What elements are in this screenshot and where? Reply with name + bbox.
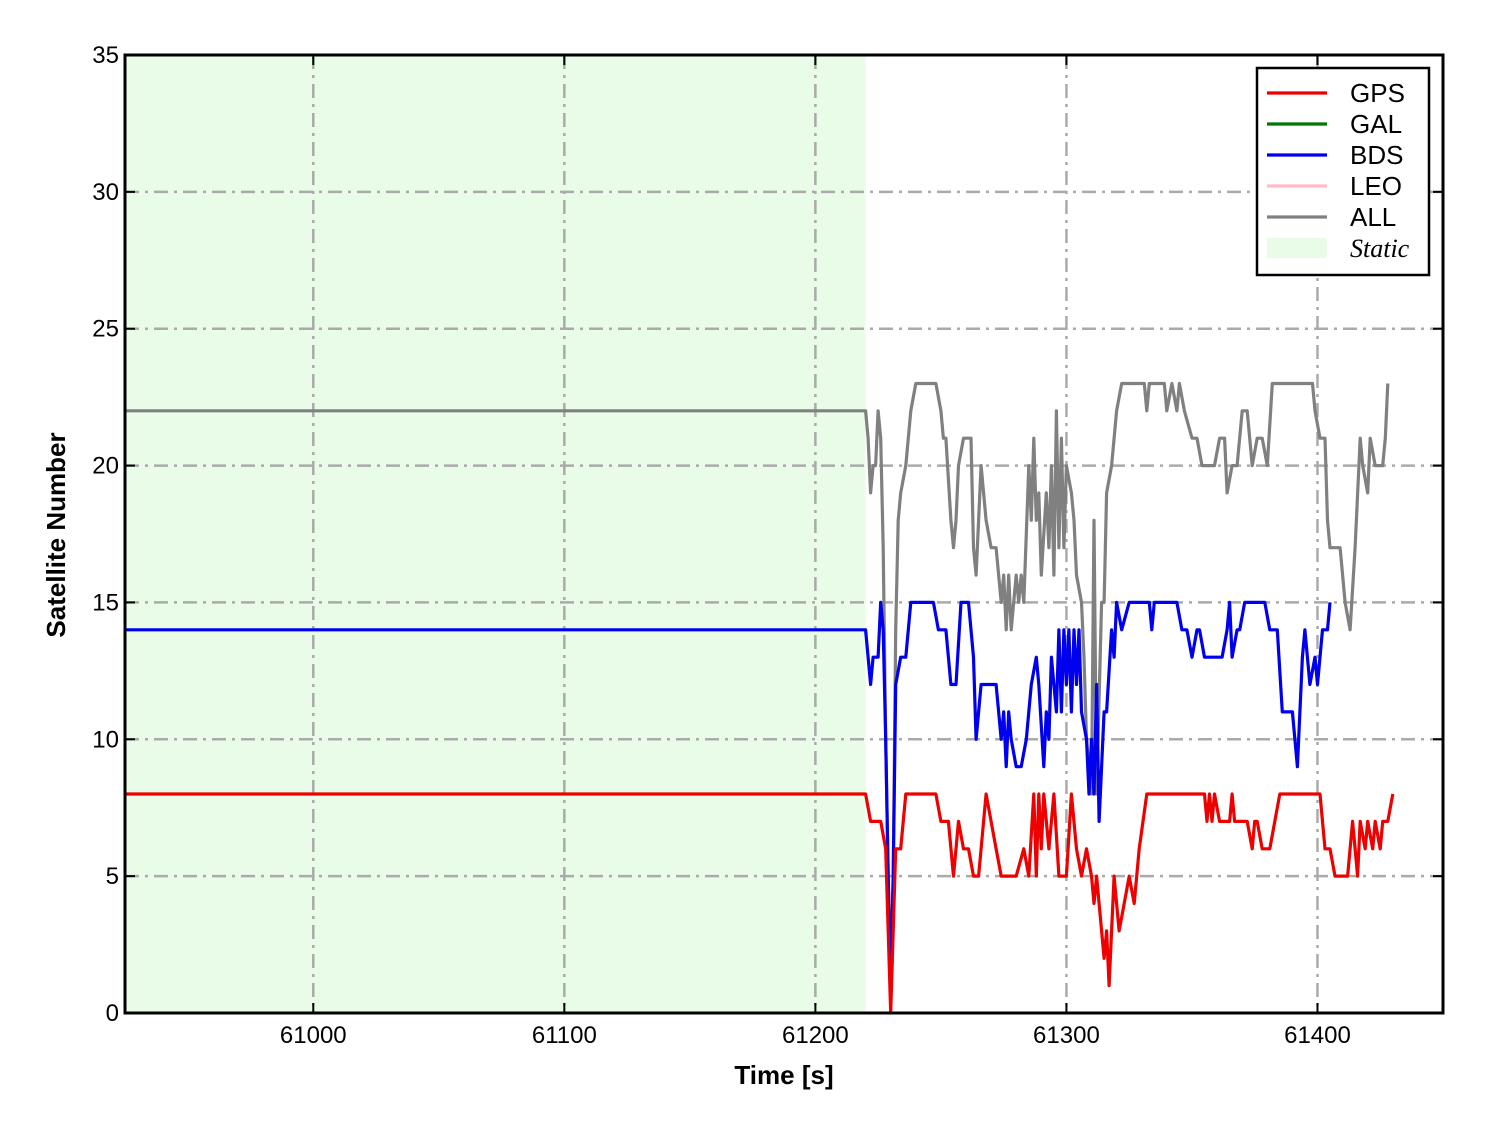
y-tick-label: 0 [106, 1000, 119, 1027]
x-tick-label: 61000 [280, 1022, 347, 1049]
static-region-rect [125, 55, 866, 1013]
y-tick-label: 15 [92, 589, 119, 616]
legend-label-all: ALL [1350, 202, 1396, 232]
y-tick-label: 10 [92, 726, 119, 753]
legend-label-gal: GAL [1350, 109, 1402, 139]
legend-label-gps: GPS [1350, 78, 1405, 108]
x-tick-label: 61300 [1033, 1022, 1100, 1049]
static-shaded-region [125, 55, 866, 1013]
y-tick-label: 20 [92, 453, 119, 480]
y-axis-title: Satellite Number [41, 432, 71, 637]
legend-label-static: Static [1350, 234, 1410, 263]
y-tick-label: 30 [92, 179, 119, 206]
y-tick-label: 25 [92, 316, 119, 343]
x-tick-label: 61100 [532, 1022, 597, 1049]
legend-swatch-static [1267, 238, 1327, 258]
x-tick-label: 61200 [782, 1022, 849, 1049]
x-axis-title: Time [s] [734, 1060, 833, 1090]
legend-label-bds: BDS [1350, 140, 1403, 170]
x-tick-label: 61400 [1284, 1022, 1351, 1049]
y-tick-label: 35 [92, 42, 119, 69]
y-tick-label: 5 [106, 863, 119, 890]
legend-label-leo: LEO [1350, 171, 1402, 201]
